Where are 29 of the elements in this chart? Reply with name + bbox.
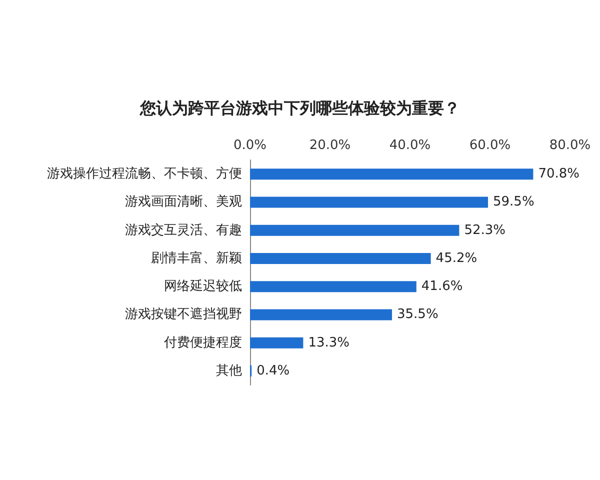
y-tick-label: 剧情丰富、新颖 [151, 250, 242, 266]
data-label: 41.6% [421, 279, 463, 294]
x-tick-label: 40.0% [389, 138, 431, 153]
data-label: 45.2% [436, 250, 478, 266]
bar [250, 196, 488, 208]
chart-title: 您认为跨平台游戏中下列哪些体验较为重要？ [139, 98, 460, 118]
data-label: 13.3% [308, 335, 350, 350]
x-tick-label: 0.0% [233, 138, 267, 153]
data-label: 0.4% [256, 363, 290, 378]
data-label: 70.8% [538, 166, 580, 182]
data-label: 52.3% [464, 222, 506, 238]
y-tick-label: 游戏交互灵活、有趣 [125, 222, 242, 238]
bar [250, 281, 416, 292]
x-tick-label: 80.0% [549, 138, 591, 153]
bar [250, 252, 431, 264]
bar [250, 168, 534, 180]
y-tick-label: 其他 [216, 363, 242, 378]
y-tick-label: 付费便捷程度 [163, 334, 242, 350]
x-tick-label: 60.0% [469, 138, 511, 153]
y-tick-label: 网络延迟较低 [164, 279, 242, 294]
y-tick-label: 游戏操作过程流畅、不卡顿、方便 [47, 166, 242, 182]
y-tick-label: 游戏画面清晰、美观 [125, 194, 242, 210]
bar [250, 224, 460, 236]
data-label: 35.5% [397, 307, 438, 322]
y-tick-label: 游戏按键不遮挡视野 [125, 307, 242, 322]
data-label: 59.5% [493, 194, 534, 210]
bar [250, 337, 304, 348]
x-tick-label: 20.0% [309, 138, 351, 153]
bar [250, 309, 392, 320]
